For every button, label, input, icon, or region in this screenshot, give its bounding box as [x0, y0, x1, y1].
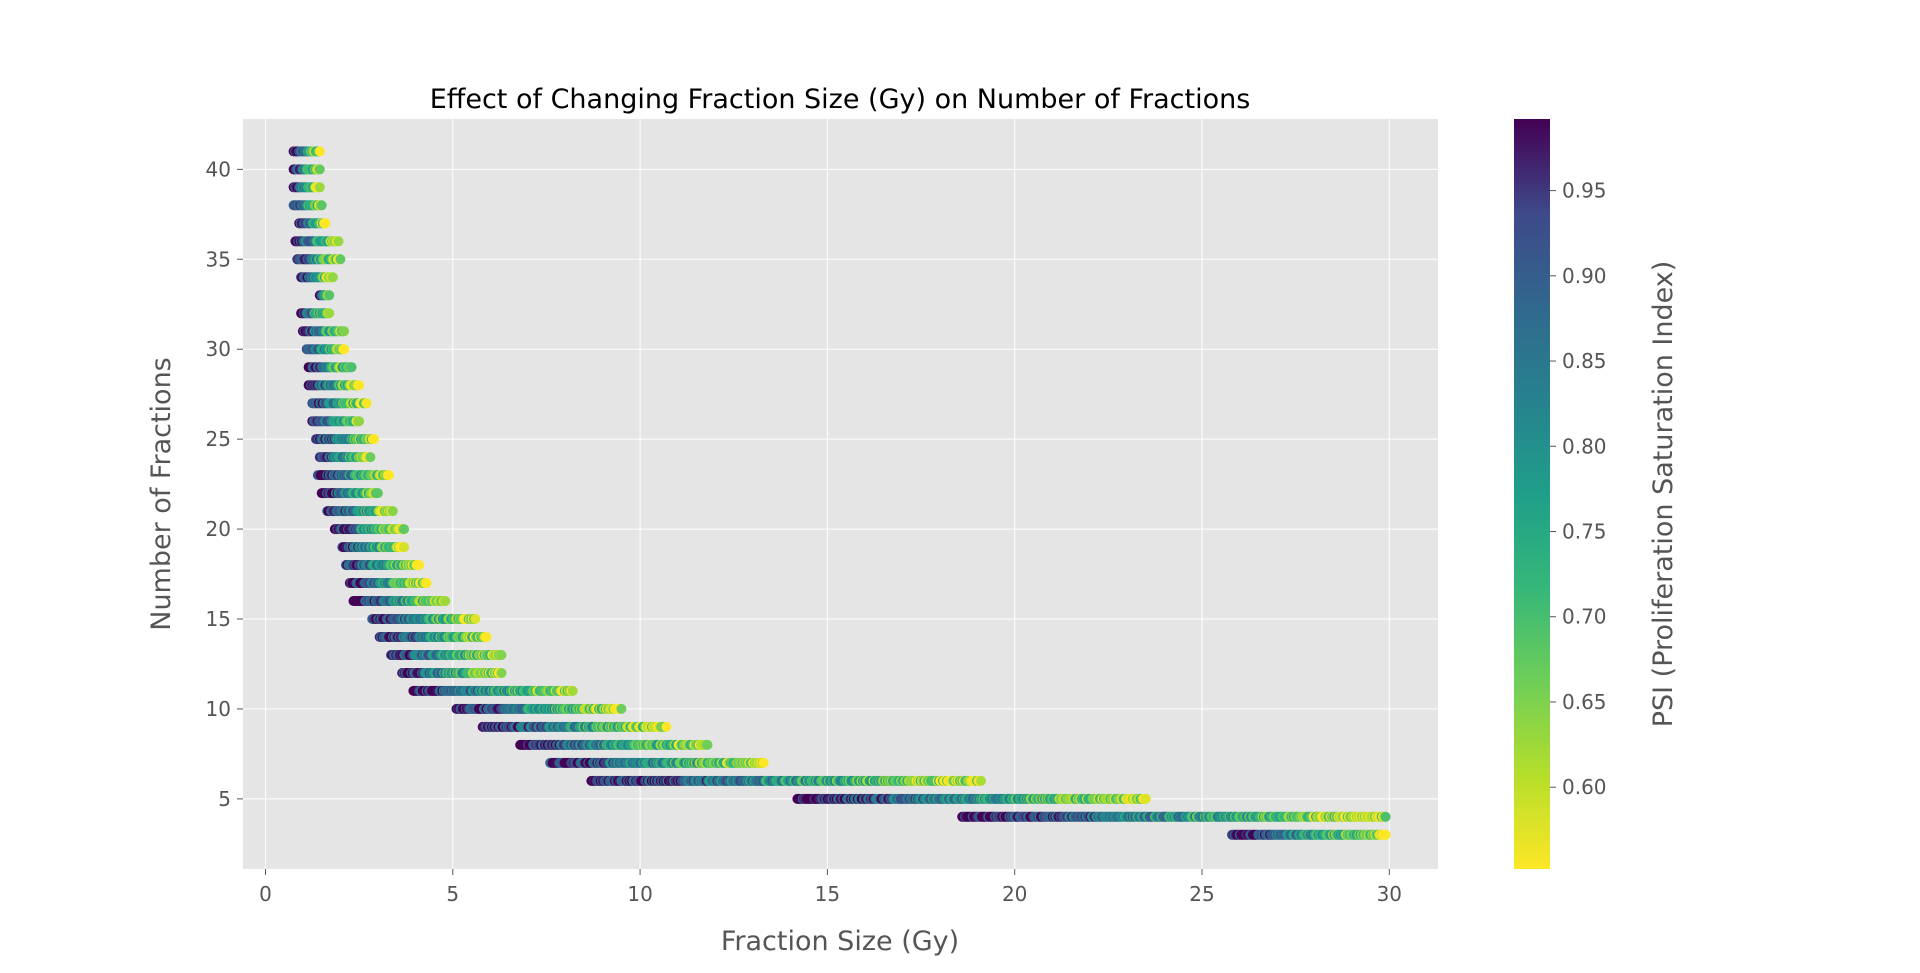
colorbar-label: PSI (Proliferation Saturation Index) — [1648, 261, 1679, 728]
scatter-point — [324, 290, 335, 301]
scatter-point — [567, 685, 578, 696]
colorbar-ticks: 0.60 0.65 0.70 0.75 0.80 0.85 0.90 0.95 — [1550, 179, 1607, 799]
scatter-point — [314, 182, 325, 193]
scatter-point — [354, 416, 365, 427]
x-tick-label: 15 — [815, 882, 840, 906]
y-axis-label: Number of Fractions — [146, 357, 177, 631]
scatter-point — [1380, 811, 1391, 822]
scatter-point — [339, 326, 350, 337]
colorbar-tick-label: 0.75 — [1562, 520, 1607, 544]
x-axis-label: Fraction Size (Gy) — [721, 926, 959, 957]
scatter-point — [339, 344, 350, 355]
scatter-point — [496, 668, 507, 678]
y-tick-label: 5 — [218, 787, 231, 811]
x-tick-label: 0 — [259, 882, 272, 906]
scatter-point — [384, 470, 395, 481]
scatter-point — [1140, 793, 1151, 804]
scatter-point — [976, 775, 986, 786]
colorbar-tick-label: 0.65 — [1562, 690, 1607, 714]
x-tick-label: 20 — [1002, 882, 1027, 906]
colorbar-tick-label: 0.90 — [1562, 264, 1607, 288]
scatter-point — [440, 596, 451, 606]
scatter-point — [758, 757, 769, 768]
scatter-point — [333, 236, 344, 247]
y-tick-label: 20 — [206, 517, 231, 541]
data-points — [288, 146, 1391, 840]
x-tick-label: 5 — [446, 882, 459, 906]
plot-background — [243, 119, 1438, 869]
y-tick-label: 25 — [206, 427, 231, 451]
scatter-point — [470, 614, 481, 624]
colorbar-tick-label: 0.95 — [1562, 179, 1607, 203]
colorbar-tick-label: 0.85 — [1562, 349, 1607, 373]
scatter-point — [320, 218, 331, 229]
x-axis-ticks: 0 5 10 15 20 25 30 — [259, 869, 1402, 906]
y-tick-label: 10 — [206, 697, 231, 721]
x-tick-label: 30 — [1377, 882, 1402, 906]
scatter-point — [346, 362, 357, 373]
chart-title: Effect of Changing Fraction Size (Gy) on… — [430, 84, 1251, 115]
scatter-point — [316, 200, 327, 211]
y-axis-ticks: 5 10 15 20 25 30 35 40 — [206, 157, 243, 811]
scatter-point — [361, 398, 372, 409]
y-tick-label: 40 — [206, 157, 231, 181]
colorbar-tick-label: 0.60 — [1562, 775, 1607, 799]
scatter-point — [399, 524, 410, 535]
scatter-point — [354, 380, 365, 391]
scatter-point — [399, 542, 410, 553]
y-tick-label: 15 — [206, 607, 231, 631]
y-tick-label: 30 — [206, 337, 231, 361]
scatter-point — [324, 308, 335, 319]
scatter-point — [702, 739, 713, 750]
colorbar-tick-label: 0.70 — [1562, 605, 1607, 629]
scatter-point — [365, 452, 376, 463]
scatter-point — [1380, 829, 1391, 840]
scatter-point — [414, 560, 425, 570]
scatter-point — [327, 272, 338, 283]
colorbar-tick-label: 0.80 — [1562, 434, 1607, 458]
scatter-point — [616, 703, 627, 714]
scatter-point — [314, 164, 325, 175]
y-tick-label: 35 — [206, 247, 231, 271]
grid-lines — [243, 119, 1438, 869]
scatter-point — [496, 650, 507, 660]
scatter-point — [421, 578, 432, 588]
scatter-point — [314, 146, 325, 157]
scatter-point — [481, 632, 492, 642]
scatter-point — [372, 488, 383, 499]
x-tick-label: 10 — [627, 882, 652, 906]
x-tick-label: 25 — [1189, 882, 1214, 906]
scatter-point — [369, 434, 380, 445]
scatter-point — [387, 506, 398, 517]
scatter-point — [661, 721, 672, 732]
colorbar — [1514, 119, 1550, 869]
scatter-point — [335, 254, 346, 265]
